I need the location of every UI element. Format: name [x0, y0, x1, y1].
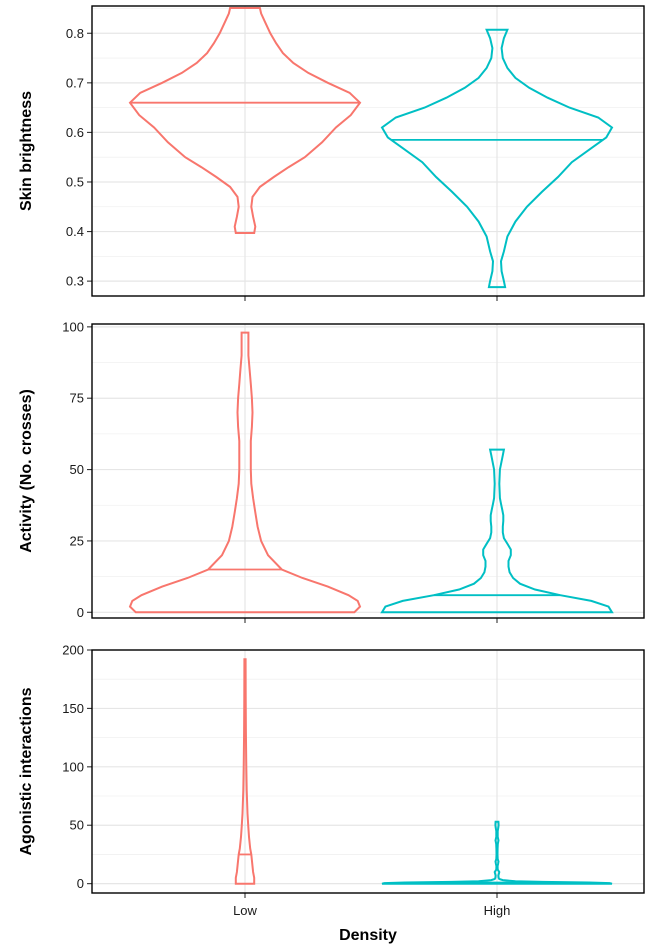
- y-tick-label: 150: [62, 701, 84, 716]
- x-axis-title: Density: [339, 927, 397, 944]
- x-tick-label: Low: [233, 903, 257, 918]
- y-tick-label: 0.6: [66, 125, 84, 140]
- y-tick-label: 50: [70, 462, 84, 477]
- y-tick-label: 0.7: [66, 75, 84, 90]
- panel-2: 0 25 50 75 100 Activity (No. crosses): [18, 319, 645, 623]
- y-tick-label: 0.8: [66, 26, 84, 41]
- y-tick-label: 25: [70, 533, 84, 548]
- y-tick-label: 0: [77, 605, 84, 620]
- panel-border: [91, 649, 645, 894]
- violin-high: [381, 820, 613, 885]
- y-tick-label: 0.5: [66, 174, 84, 189]
- y-tick-label: 100: [62, 319, 84, 334]
- y-tick-label: 0: [77, 876, 84, 891]
- violin-low: [128, 331, 362, 614]
- panel-border: [91, 5, 645, 297]
- x-tick-label: High: [484, 903, 511, 918]
- y-tick-label: 0.4: [66, 224, 84, 239]
- panel-3: 0 50 100 150 200 Agonistic interactions Low Hig…: [18, 643, 645, 944]
- panel-1: 0.3 0.4 0.5 0.6 0.7 0.8 Skin brightness: [18, 5, 645, 301]
- y-tick-label: 200: [62, 643, 84, 658]
- y-tick-label: 100: [62, 759, 84, 774]
- y-tick-label: 75: [70, 391, 84, 406]
- violin-low: [128, 7, 362, 234]
- y-axis-title: Agonistic interactions: [18, 687, 35, 855]
- y-axis-title: Activity (No. crosses): [18, 389, 35, 553]
- y-tick-label: 50: [70, 818, 84, 833]
- y-axis-title: Skin brightness: [18, 91, 35, 211]
- violin-high: [380, 448, 614, 614]
- panel-border: [91, 323, 645, 619]
- y-tick-label: 0.3: [66, 274, 84, 289]
- violin-high: [380, 28, 614, 289]
